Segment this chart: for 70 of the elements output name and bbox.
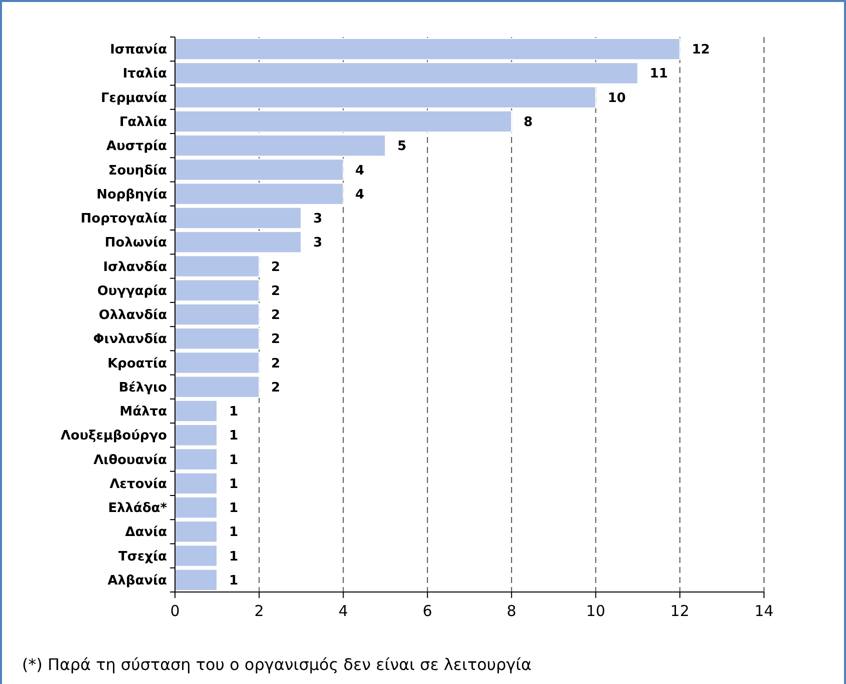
x-tick-label: 2 [254, 602, 264, 620]
y-tick-label: Λετονία [110, 476, 168, 492]
x-tick-label: 4 [338, 602, 348, 620]
y-tick-label: Νορβηγία [96, 187, 168, 202]
bar [174, 400, 218, 422]
data-label: 2 [271, 284, 280, 299]
data-label: 1 [229, 428, 238, 444]
bar [174, 230, 302, 254]
data-label: 2 [271, 260, 280, 275]
data-label: 4 [355, 187, 364, 202]
y-tick-label: Ισπανία [110, 42, 168, 58]
data-label: 2 [271, 356, 280, 372]
data-label: 1 [229, 525, 238, 540]
data-label: 3 [313, 236, 322, 251]
y-tick-label: Ισλανδία [103, 260, 168, 275]
bar [174, 496, 218, 519]
data-label: 1 [229, 573, 238, 588]
bar [174, 328, 260, 350]
bar [174, 279, 260, 302]
y-tick-label: Ιταλία [122, 66, 168, 82]
y-tick-label: Αλβανία [108, 573, 168, 588]
text: (*) Παρά τη σύσταση του ο οργανισμός δεν είναι σε λειτουργία [22, 655, 532, 674]
y-tick-label: Γαλλία [119, 115, 168, 130]
data-label: 2 [271, 380, 280, 396]
y-tick-label: Λουξεμβούργο [60, 428, 168, 444]
x-tick-label: 12 [670, 602, 690, 620]
y-tick-label: Πολωνία [104, 236, 168, 251]
bar [174, 568, 218, 592]
data-label: 2 [271, 332, 280, 348]
y-tick-label: Σουηδία [108, 163, 168, 178]
data-label: 1 [229, 476, 238, 492]
x-tick-label: 8 [506, 602, 516, 620]
y-tick-label: Πορτογαλία [80, 212, 168, 227]
bar [174, 255, 260, 278]
data-label: 1 [229, 501, 238, 516]
bar [174, 134, 386, 157]
y-tick-label: Ουγγαρία [97, 284, 168, 299]
x-tick-label: 10 [586, 602, 606, 620]
y-tick-label: Κροατία [107, 356, 168, 372]
y-tick-label: Λιθουανία [93, 452, 168, 468]
x-tick-label: 6 [422, 602, 432, 620]
bar [174, 38, 680, 60]
bar [174, 110, 512, 133]
bar [174, 376, 260, 398]
bar [174, 472, 218, 495]
bar [174, 352, 260, 374]
y-tick-label: Μάλτα [120, 404, 168, 420]
x-tick-label: 14 [754, 602, 774, 620]
data-label: 1 [229, 404, 238, 420]
x-tick-label: 0 [170, 602, 180, 620]
data-label: 4 [355, 163, 364, 178]
y-tick-label: Βέλγιο [118, 380, 168, 396]
data-label: 1 [229, 452, 238, 468]
data-label: 5 [397, 139, 406, 154]
bar [174, 303, 260, 326]
data-label: 1 [229, 549, 238, 564]
y-tick-label: Φινλανδία [93, 332, 168, 348]
y-tick-label: Τσεχία [118, 549, 168, 564]
y-tick-label: Ολλανδία [98, 308, 168, 324]
data-label: 12 [692, 42, 710, 58]
y-tick-label: Δανία [125, 525, 168, 540]
y-tick-label: Γερμανία [100, 90, 168, 106]
data-label: 2 [271, 308, 280, 324]
data-label: 3 [313, 212, 322, 227]
y-tick-label: Αυστρία [106, 139, 168, 154]
data-label: 8 [524, 115, 533, 130]
data-label: 10 [608, 90, 626, 106]
y-tick-label: Ελλάδα* [108, 501, 168, 516]
bar [174, 206, 302, 230]
data-label: 11 [650, 66, 668, 82]
